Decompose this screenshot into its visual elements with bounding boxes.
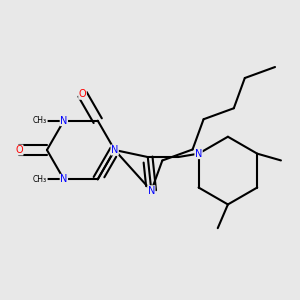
- Text: N: N: [111, 145, 118, 155]
- Text: O: O: [79, 89, 86, 99]
- Text: CH₃: CH₃: [33, 116, 47, 125]
- Text: N: N: [60, 174, 68, 184]
- Text: CH₃: CH₃: [33, 175, 47, 184]
- Text: N: N: [148, 186, 155, 196]
- Text: N: N: [195, 149, 202, 159]
- Text: O: O: [15, 145, 23, 155]
- Text: N: N: [60, 116, 68, 126]
